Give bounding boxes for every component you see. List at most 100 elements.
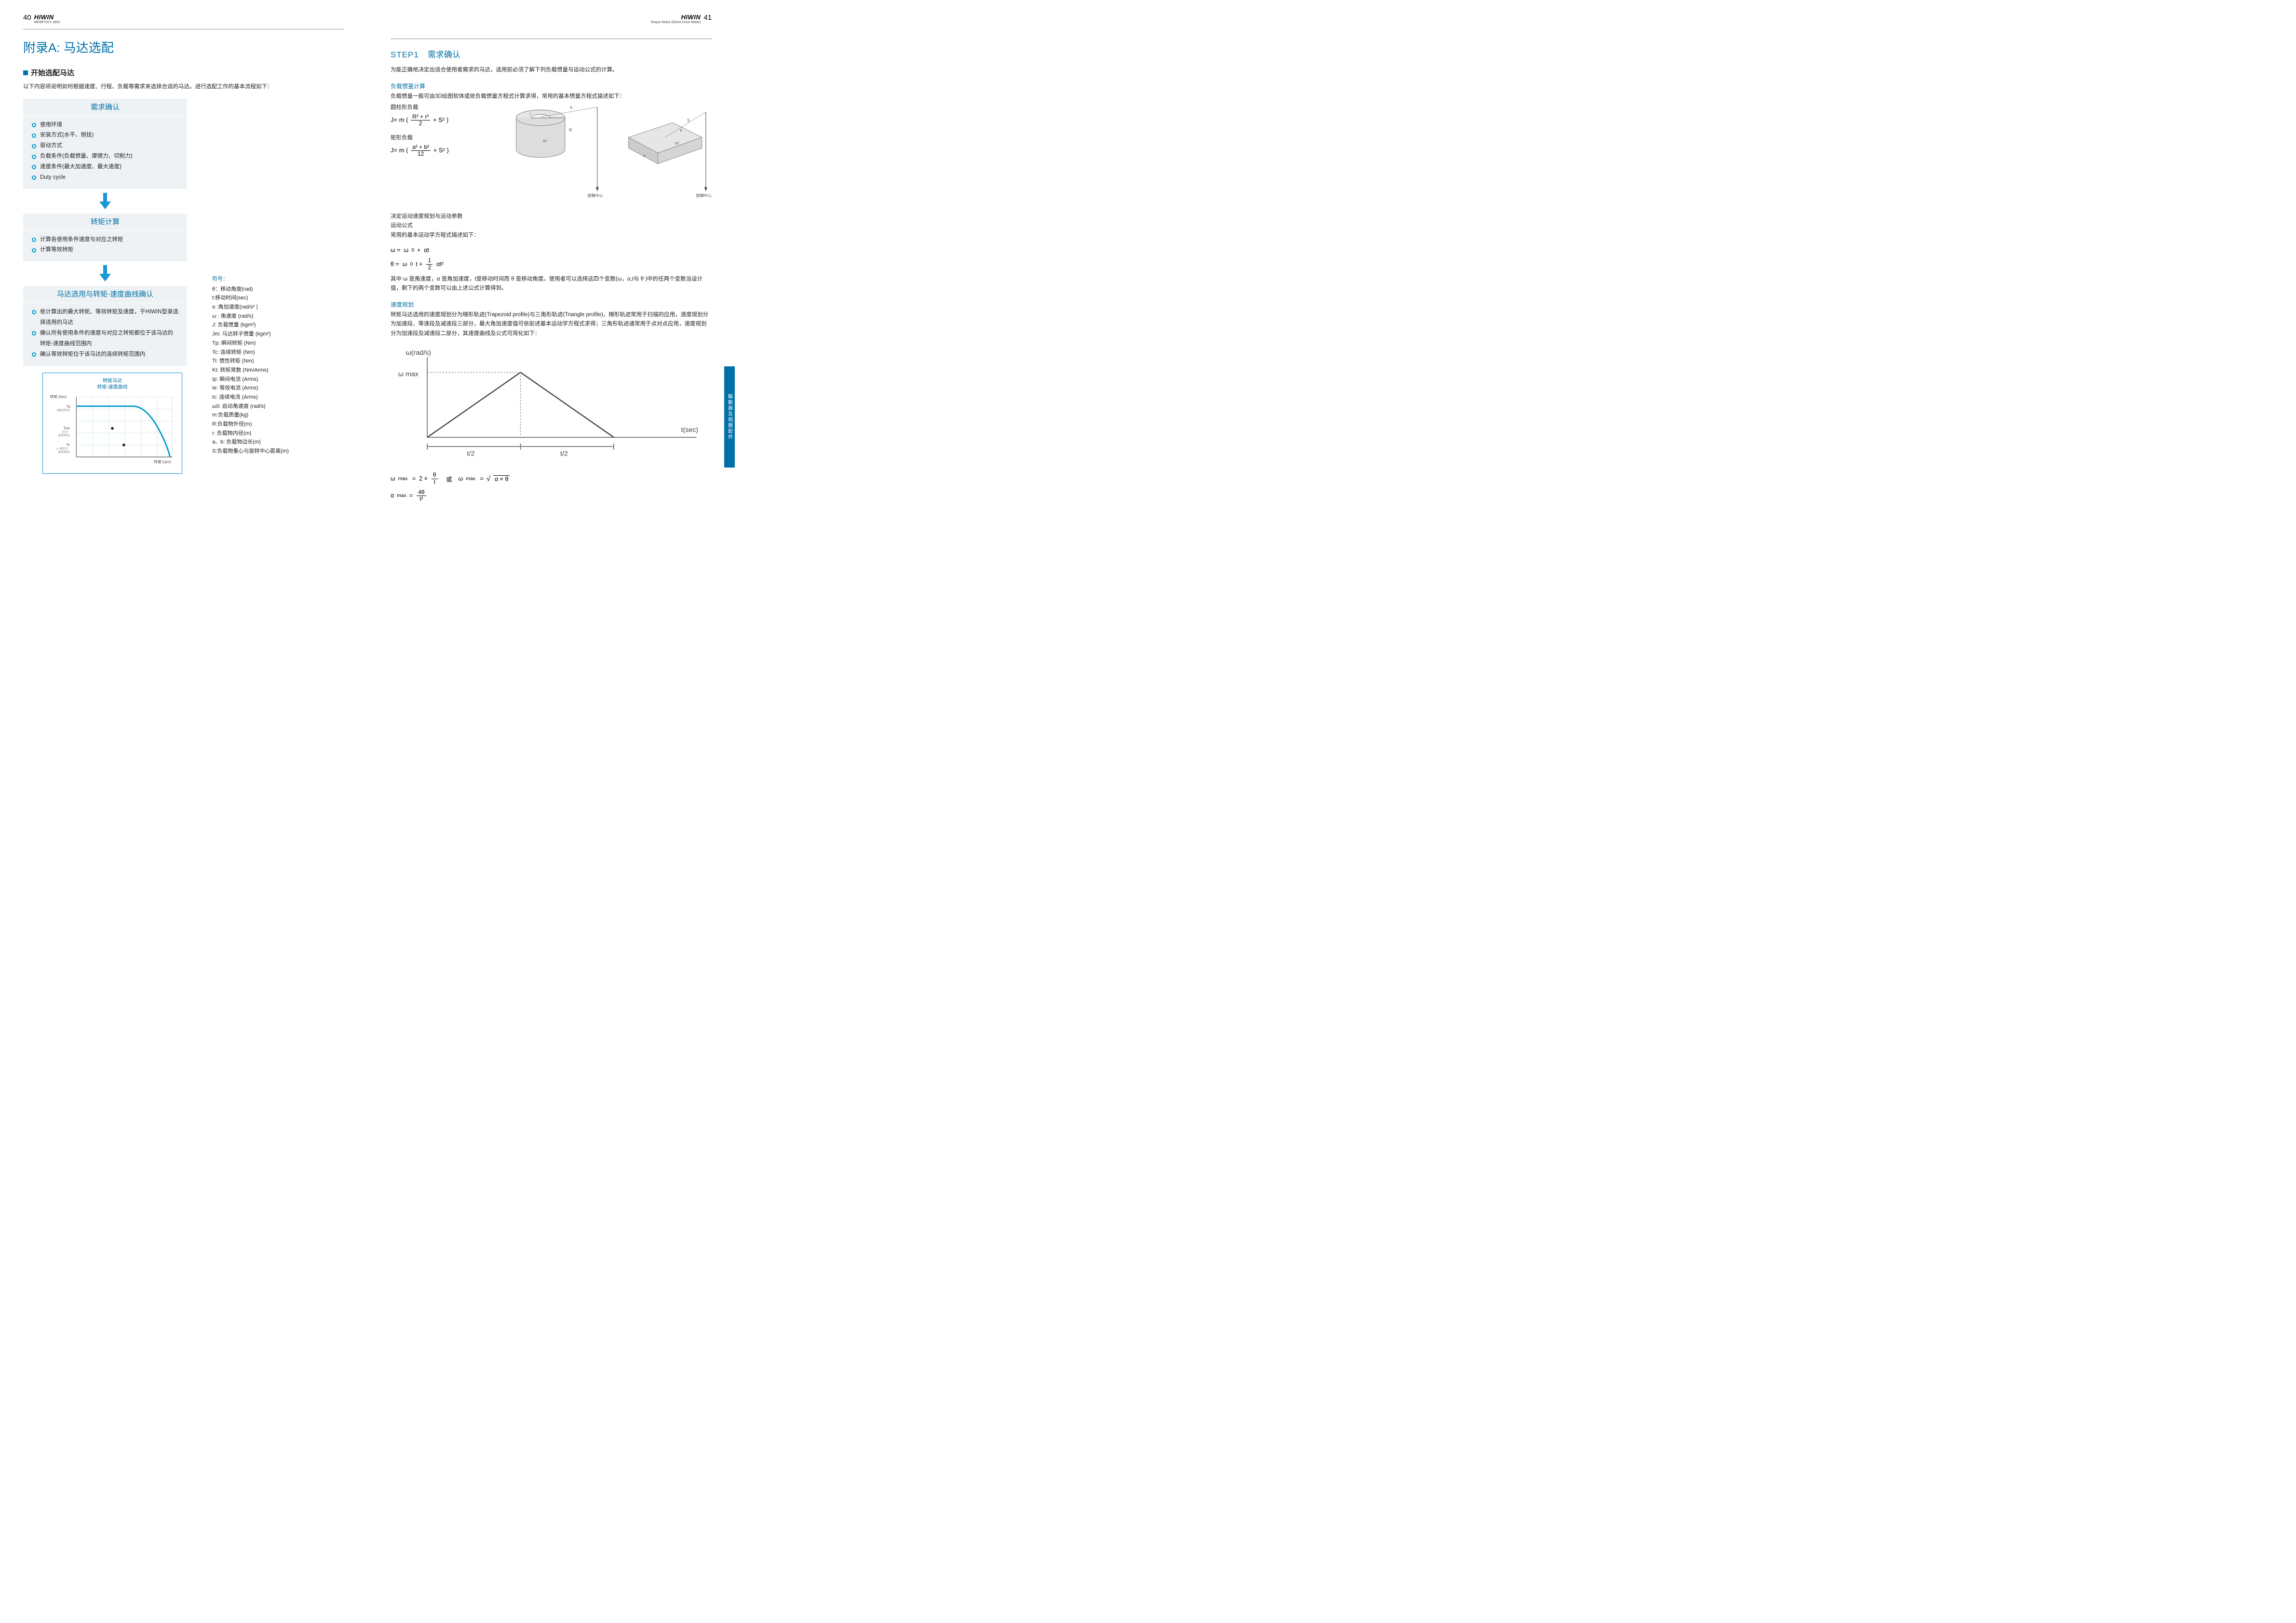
svg-text:旋轉中心: 旋轉中心 <box>588 193 603 198</box>
rect-label: 矩形负载 <box>391 134 487 143</box>
flow-item-label: 负载条件(负载惯量、摩擦力、切削力) <box>40 151 133 162</box>
svg-text:R: R <box>569 128 572 133</box>
bullet-icon <box>32 134 36 138</box>
step-name: 需求确认 <box>428 50 460 59</box>
page-40: 40 HIWIN MR99TS01-1800 附录A: 马达选配 开始选配马达 … <box>0 0 367 520</box>
bullet-icon <box>32 331 36 335</box>
page-41: HIWIN Torque Motor (Direct Drive Motor) … <box>367 0 735 520</box>
svg-text:ω(rad/s): ω(rad/s) <box>406 349 431 357</box>
subhead-inertia: 负载惯量计算 <box>391 82 712 90</box>
symbol-line: α :角加速度(rad/s² ) <box>212 303 289 312</box>
symbol-line: m:负载质量(kg) <box>212 411 289 420</box>
svg-text:转矩 (Nm): 转矩 (Nm) <box>50 394 67 399</box>
torque-speed-chart: 转矩马达 转矩-速度曲线 转矩 (Nm) Tp(瞬间转矩) Tcw(水冷连续转矩… <box>42 373 182 474</box>
page-number-right: 41 <box>703 13 712 22</box>
symbol-line: ω : 角速度 (rad/s) <box>212 312 289 321</box>
svg-text:连续转矩): 连续转矩) <box>58 433 70 437</box>
bullet-icon <box>32 248 36 253</box>
eq-omega-max: ωmax = 2 × θt 或 ωmax = √α × θ <box>391 472 712 485</box>
svg-text:旋轉中心: 旋轉中心 <box>696 193 712 198</box>
brand-logo: HIWIN <box>34 13 60 21</box>
symbol-line: S:负载物重心与旋转中心距离(m) <box>212 447 289 456</box>
header-left: 40 HIWIN MR99TS01-1800 <box>23 13 344 24</box>
svg-text:S: S <box>687 119 690 123</box>
symbol-line: R:负载物外径(m) <box>212 420 289 429</box>
svg-text:Tc: Tc <box>66 443 70 447</box>
flow-title: 马达选用与转矩-速度曲线确认 <box>23 289 187 303</box>
step-heading: STEP1需求确认 <box>391 48 712 60</box>
section-title: 开始选配马达 <box>31 67 74 78</box>
svg-text:a: a <box>643 154 646 158</box>
flow-item-label: 确认等效转矩位于该马达的连续转矩范围内 <box>40 349 146 360</box>
symbol-line: Ic: 连续电流 (Arms) <box>212 393 289 402</box>
flow-box-requirements: 需求确认 使用环境 安装方式(水平、侧挂) 驱动方式 负载条件(负载惯量、摩擦力… <box>23 99 187 189</box>
symbol-line: r: 负载物内径(m) <box>212 429 289 438</box>
symbol-line: Ti: 惯性转矩 (Nm) <box>212 357 289 366</box>
chart-title-1: 转矩马达 <box>48 378 177 384</box>
flow-title: 需求确认 <box>23 102 187 116</box>
symbol-line: θ：移动角度(rad) <box>212 285 289 294</box>
section-marker: 开始选配马达 <box>23 67 344 78</box>
flow-item-label: 计算等效转矩 <box>40 245 73 255</box>
flow-item-label: 依计算出的最大转矩、等效转矩及速度，于HIWIN型录选择适用的马达 <box>40 307 178 328</box>
svg-text:ω max: ω max <box>398 370 419 378</box>
flow-item-label: 安装方式(水平、侧挂) <box>40 130 94 141</box>
arrow-down-icon <box>23 193 187 212</box>
intro-text: 以下内容将说明如何根据速度、行程、负载等需求来选择合适的马达。进行选配工作的基本… <box>23 82 344 92</box>
svg-text:Tcw: Tcw <box>64 426 70 430</box>
chart-title-2: 转矩-速度曲线 <box>48 384 177 390</box>
svg-text:t(sec): t(sec) <box>681 426 699 434</box>
flow-items: 使用环境 安装方式(水平、侧挂) 驱动方式 负载条件(负载惯量、摩擦力、切削力)… <box>23 120 187 183</box>
flow-item-label: 速度条件(最大加速度、最大速度) <box>40 162 122 173</box>
symbol-line: a、b: 负载物边长(m) <box>212 438 289 447</box>
or-label: 或 <box>446 474 452 483</box>
flow-item-label: 确认所有使用条件的速度与对应之转矩都位于该马达的转矩-速度曲线范围内 <box>40 328 178 349</box>
flow-item-label: 使用环境 <box>40 120 62 131</box>
brand-block: HIWIN MR99TS01-1800 <box>34 13 60 24</box>
symbols-legend: 符号： θ：移动角度(rad) t:移动时间(sec) α :角加速度(rad/… <box>212 275 289 456</box>
svg-text:m: m <box>675 141 679 146</box>
bullet-icon <box>32 352 36 357</box>
svg-text:(水冷: (水冷 <box>62 430 68 434</box>
page-number-left: 40 <box>23 13 31 22</box>
step-intro: 为能正确地决定出适合使用者需求的马达，选用前必须了解下列负载惯量与运动公式的计算… <box>391 66 712 75</box>
side-tab: 驅動器及相關配件 <box>724 366 735 468</box>
triangle-profile-chart: ω(rad/s) ω max t(sec) t/2 t/2 <box>391 346 712 463</box>
brand-sub-right: Torque Motor (Direct Drive Motor) <box>650 21 701 24</box>
symbol-line: t:移动时间(sec) <box>212 294 289 303</box>
symbols-title: 符号： <box>212 275 289 284</box>
symbol-line: Ip: 瞬间电流 (Arms) <box>212 375 289 384</box>
chart-svg: 转矩 (Nm) Tp(瞬间转矩) Tcw(水冷连续转矩) Tc(一般空冷连续转矩… <box>48 392 177 466</box>
brand-sub-left: MR99TS01-1800 <box>34 21 60 24</box>
speed-text: 转矩马达选用的速度规划分为梯形轨迹(Trapezoid profile)与三角形… <box>391 310 712 339</box>
bullet-icon <box>32 175 36 180</box>
svg-text:r: r <box>530 111 531 116</box>
eq-theta: θ = ω0t + 12 αt² <box>391 257 712 270</box>
svg-text:(瞬间转矩): (瞬间转矩) <box>57 408 70 412</box>
subhead-speed: 速度规划 <box>391 300 712 309</box>
symbol-line: ω0: 启动角速度 (rad/s) <box>212 402 289 411</box>
flow-box-torque: 转矩计算 计算各使用条件速度与对应之转矩 计算等效转矩 <box>23 214 187 262</box>
svg-text:S: S <box>570 106 573 110</box>
arrow-down-icon <box>23 265 187 284</box>
eq-omega: ω = ω0 + αt <box>391 247 712 254</box>
bullet-icon <box>32 123 36 127</box>
flow-item-label: 计算各使用条件速度与对应之转矩 <box>40 235 123 245</box>
flow-box-selection: 马达选用与转矩-速度曲线确认 依计算出的最大转矩、等效转矩及速度，于HIWIN型… <box>23 286 187 365</box>
symbol-line: Ie: 等效电流 (Arms) <box>212 384 289 393</box>
bullet-icon <box>32 165 36 169</box>
symbol-line: J: 负载惯量 (kgm²) <box>212 321 289 330</box>
square-bullet-icon <box>23 70 28 75</box>
cylinder-label: 圆柱形负载 <box>391 103 487 113</box>
eq-alpha-max: αmax = 4θt² <box>391 489 712 502</box>
inertia-diagrams: r R m S 旋轉中心 b a m S <box>497 103 712 201</box>
flow-item-label: 驱动方式 <box>40 141 62 151</box>
svg-text:Tp: Tp <box>66 404 70 408</box>
svg-text:(一般空冷: (一般空冷 <box>56 446 68 450</box>
svg-text:b: b <box>680 128 682 133</box>
cylinder-formula: J= m ( R² + r²2 + S² ) <box>391 114 487 127</box>
svg-text:t/2: t/2 <box>467 450 475 457</box>
rect-formula: J= m ( a² + b²12 + S² ) <box>391 144 487 157</box>
symbol-line: Tp: 瞬间转矩 (Nm) <box>212 339 289 348</box>
flow-item-label: Duty cycle <box>40 173 66 183</box>
